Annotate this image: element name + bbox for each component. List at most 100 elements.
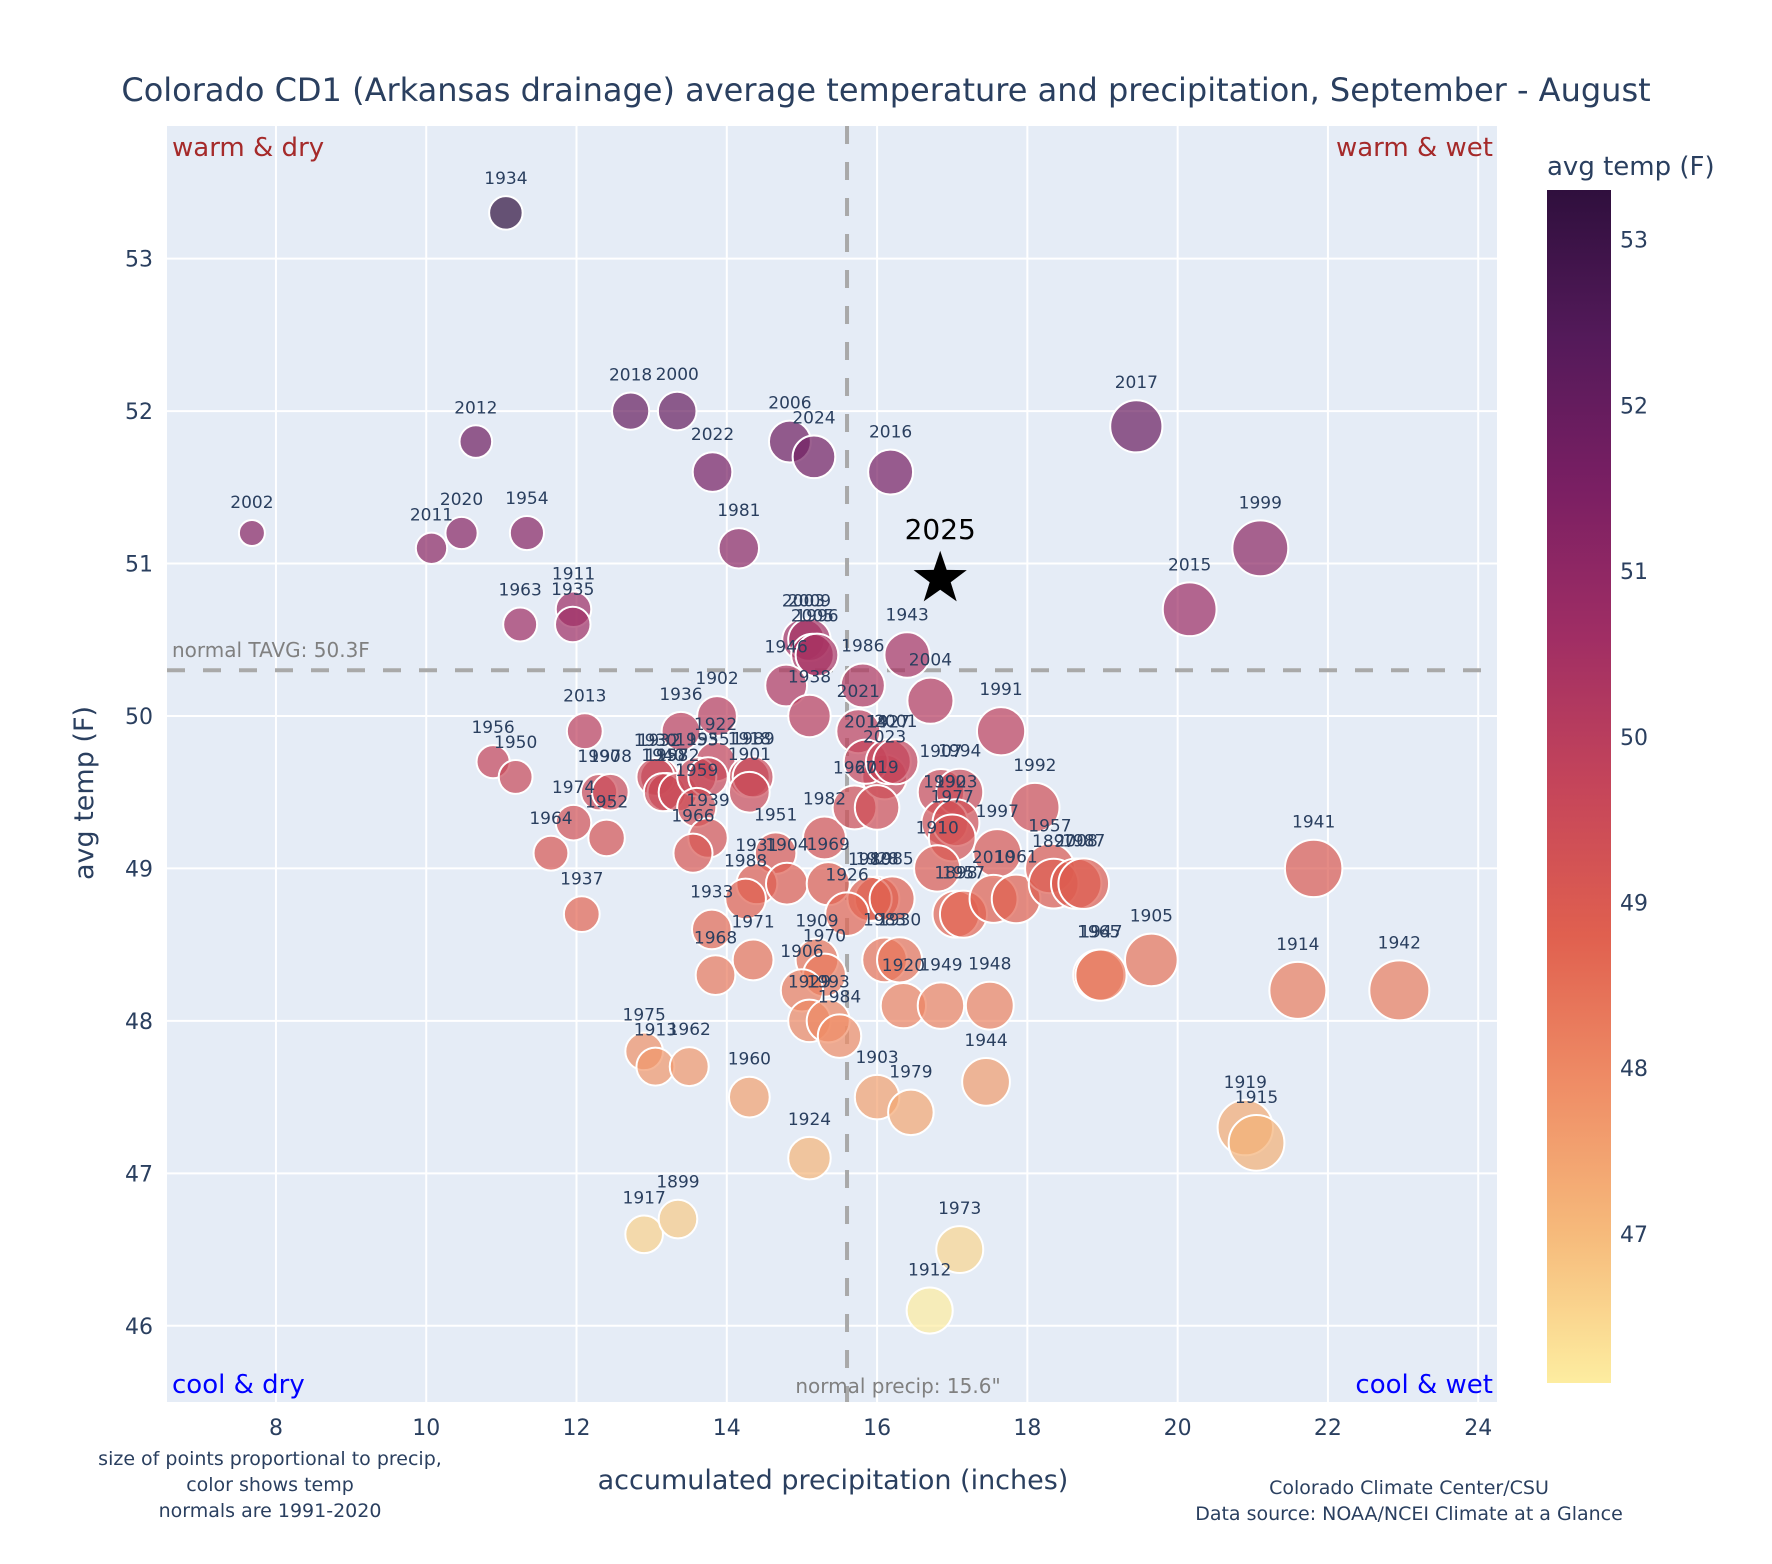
point-label: 1922 xyxy=(694,715,737,735)
point-label: 1990 xyxy=(923,772,966,792)
data-point[interactable] xyxy=(787,693,832,739)
point-label: 2002 xyxy=(230,493,273,513)
note-right: Colorado Climate Center/CSU Data source: … xyxy=(1195,1477,1623,1525)
data-point[interactable] xyxy=(554,803,593,842)
data-point[interactable] xyxy=(1161,581,1218,638)
data-point[interactable] xyxy=(724,877,767,921)
data-point[interactable] xyxy=(935,1225,985,1275)
data-point[interactable] xyxy=(1009,781,1061,834)
data-point[interactable] xyxy=(565,712,604,751)
data-point[interactable] xyxy=(816,1013,863,1059)
x-tick-label: 12 xyxy=(563,1416,591,1441)
x-tick-label: 10 xyxy=(412,1416,440,1441)
data-point[interactable] xyxy=(1231,519,1290,578)
data-point[interactable] xyxy=(1057,857,1111,910)
data-point[interactable] xyxy=(587,818,626,858)
point-label: 1983 xyxy=(863,911,906,931)
data-point[interactable] xyxy=(853,784,901,831)
point-label: 2021 xyxy=(837,682,880,702)
data-point[interactable] xyxy=(502,606,539,643)
data-point[interactable] xyxy=(488,195,524,231)
data-point[interactable] xyxy=(916,981,966,1030)
data-point[interactable] xyxy=(497,759,534,795)
point-label: 1956 xyxy=(471,718,514,738)
y-tick-label: 50 xyxy=(125,705,153,730)
data-point[interactable] xyxy=(727,770,771,814)
data-point[interactable] xyxy=(1368,959,1431,1022)
point-label: 2004 xyxy=(909,651,952,671)
point-label: 1934 xyxy=(484,169,527,189)
data-point[interactable] xyxy=(554,605,592,644)
point-label: 1898 xyxy=(934,864,977,884)
data-point[interactable] xyxy=(764,663,809,708)
data-point[interactable] xyxy=(787,1135,832,1181)
point-label: 1933 xyxy=(690,883,733,903)
data-point[interactable] xyxy=(1074,948,1128,1002)
point-label: 1973 xyxy=(938,1199,981,1219)
point-label: 1906 xyxy=(780,942,823,962)
data-point[interactable] xyxy=(1283,838,1344,899)
x-tick-label: 8 xyxy=(269,1416,283,1441)
data-point[interactable] xyxy=(591,772,630,812)
data-point[interactable] xyxy=(656,390,698,432)
point-label: 1954 xyxy=(505,489,548,509)
colorbar-title: avg temp (F) xyxy=(1547,152,1715,182)
data-point[interactable] xyxy=(694,954,737,997)
data-point[interactable] xyxy=(867,448,915,496)
colorbar: avg temp (F) 47 48 49 50 51 52 53 xyxy=(1547,152,1715,1383)
data-point[interactable] xyxy=(1268,960,1328,1020)
data-point[interactable] xyxy=(1227,1113,1286,1172)
data-point[interactable] xyxy=(906,676,955,725)
data-point[interactable] xyxy=(802,815,847,861)
point-label: 1913 xyxy=(634,1021,677,1041)
data-point[interactable] xyxy=(975,706,1027,757)
data-point[interactable] xyxy=(839,662,886,709)
data-point[interactable] xyxy=(905,1286,954,1335)
x-tick-label: 20 xyxy=(1164,1416,1192,1441)
star-marker-icon[interactable] xyxy=(913,550,967,602)
data-point[interactable] xyxy=(237,519,266,548)
point-label: 1967 xyxy=(833,759,876,779)
colorbar-tick-label: 48 xyxy=(1620,1057,1648,1082)
point-label: 1942 xyxy=(1378,933,1421,953)
data-point[interactable] xyxy=(727,1075,771,1119)
data-point[interactable] xyxy=(611,391,651,431)
point-label: 1938 xyxy=(788,668,831,688)
point-label: 1988 xyxy=(724,852,767,872)
data-point[interactable] xyxy=(660,710,702,752)
data-point[interactable] xyxy=(887,1088,935,1137)
data-point[interactable] xyxy=(562,895,601,934)
data-point[interactable] xyxy=(458,424,494,459)
data-point[interactable] xyxy=(1124,932,1179,988)
data-point[interactable] xyxy=(635,1046,676,1087)
data-point[interactable] xyxy=(717,527,761,570)
data-point[interactable] xyxy=(913,844,962,893)
data-point[interactable] xyxy=(657,1198,699,1240)
point-label: 1987 xyxy=(1062,831,1105,851)
data-point[interactable] xyxy=(964,980,1015,1031)
data-point[interactable] xyxy=(961,1056,1011,1107)
point-label: 1936 xyxy=(659,685,702,705)
data-point[interactable] xyxy=(624,1214,664,1255)
data-point[interactable] xyxy=(824,891,870,937)
data-point[interactable] xyxy=(1109,399,1164,454)
data-point[interactable] xyxy=(791,434,837,480)
data-point[interactable] xyxy=(668,1046,710,1088)
data-point[interactable] xyxy=(883,631,931,679)
x-tick-label: 22 xyxy=(1314,1416,1342,1441)
data-point[interactable] xyxy=(444,515,479,551)
data-point[interactable] xyxy=(508,514,546,552)
data-point[interactable] xyxy=(868,875,916,923)
data-point[interactable] xyxy=(414,531,449,565)
point-label: 1996 xyxy=(795,607,838,627)
point-label: 1955 xyxy=(686,730,729,750)
data-point[interactable] xyxy=(872,738,920,786)
data-point[interactable] xyxy=(672,832,714,874)
data-point[interactable] xyxy=(731,938,775,982)
data-point[interactable] xyxy=(691,451,734,493)
data-point[interactable] xyxy=(696,695,738,737)
data-point[interactable] xyxy=(764,861,809,906)
data-point[interactable] xyxy=(794,632,840,678)
data-point[interactable] xyxy=(532,834,570,872)
data-point[interactable] xyxy=(690,908,733,951)
